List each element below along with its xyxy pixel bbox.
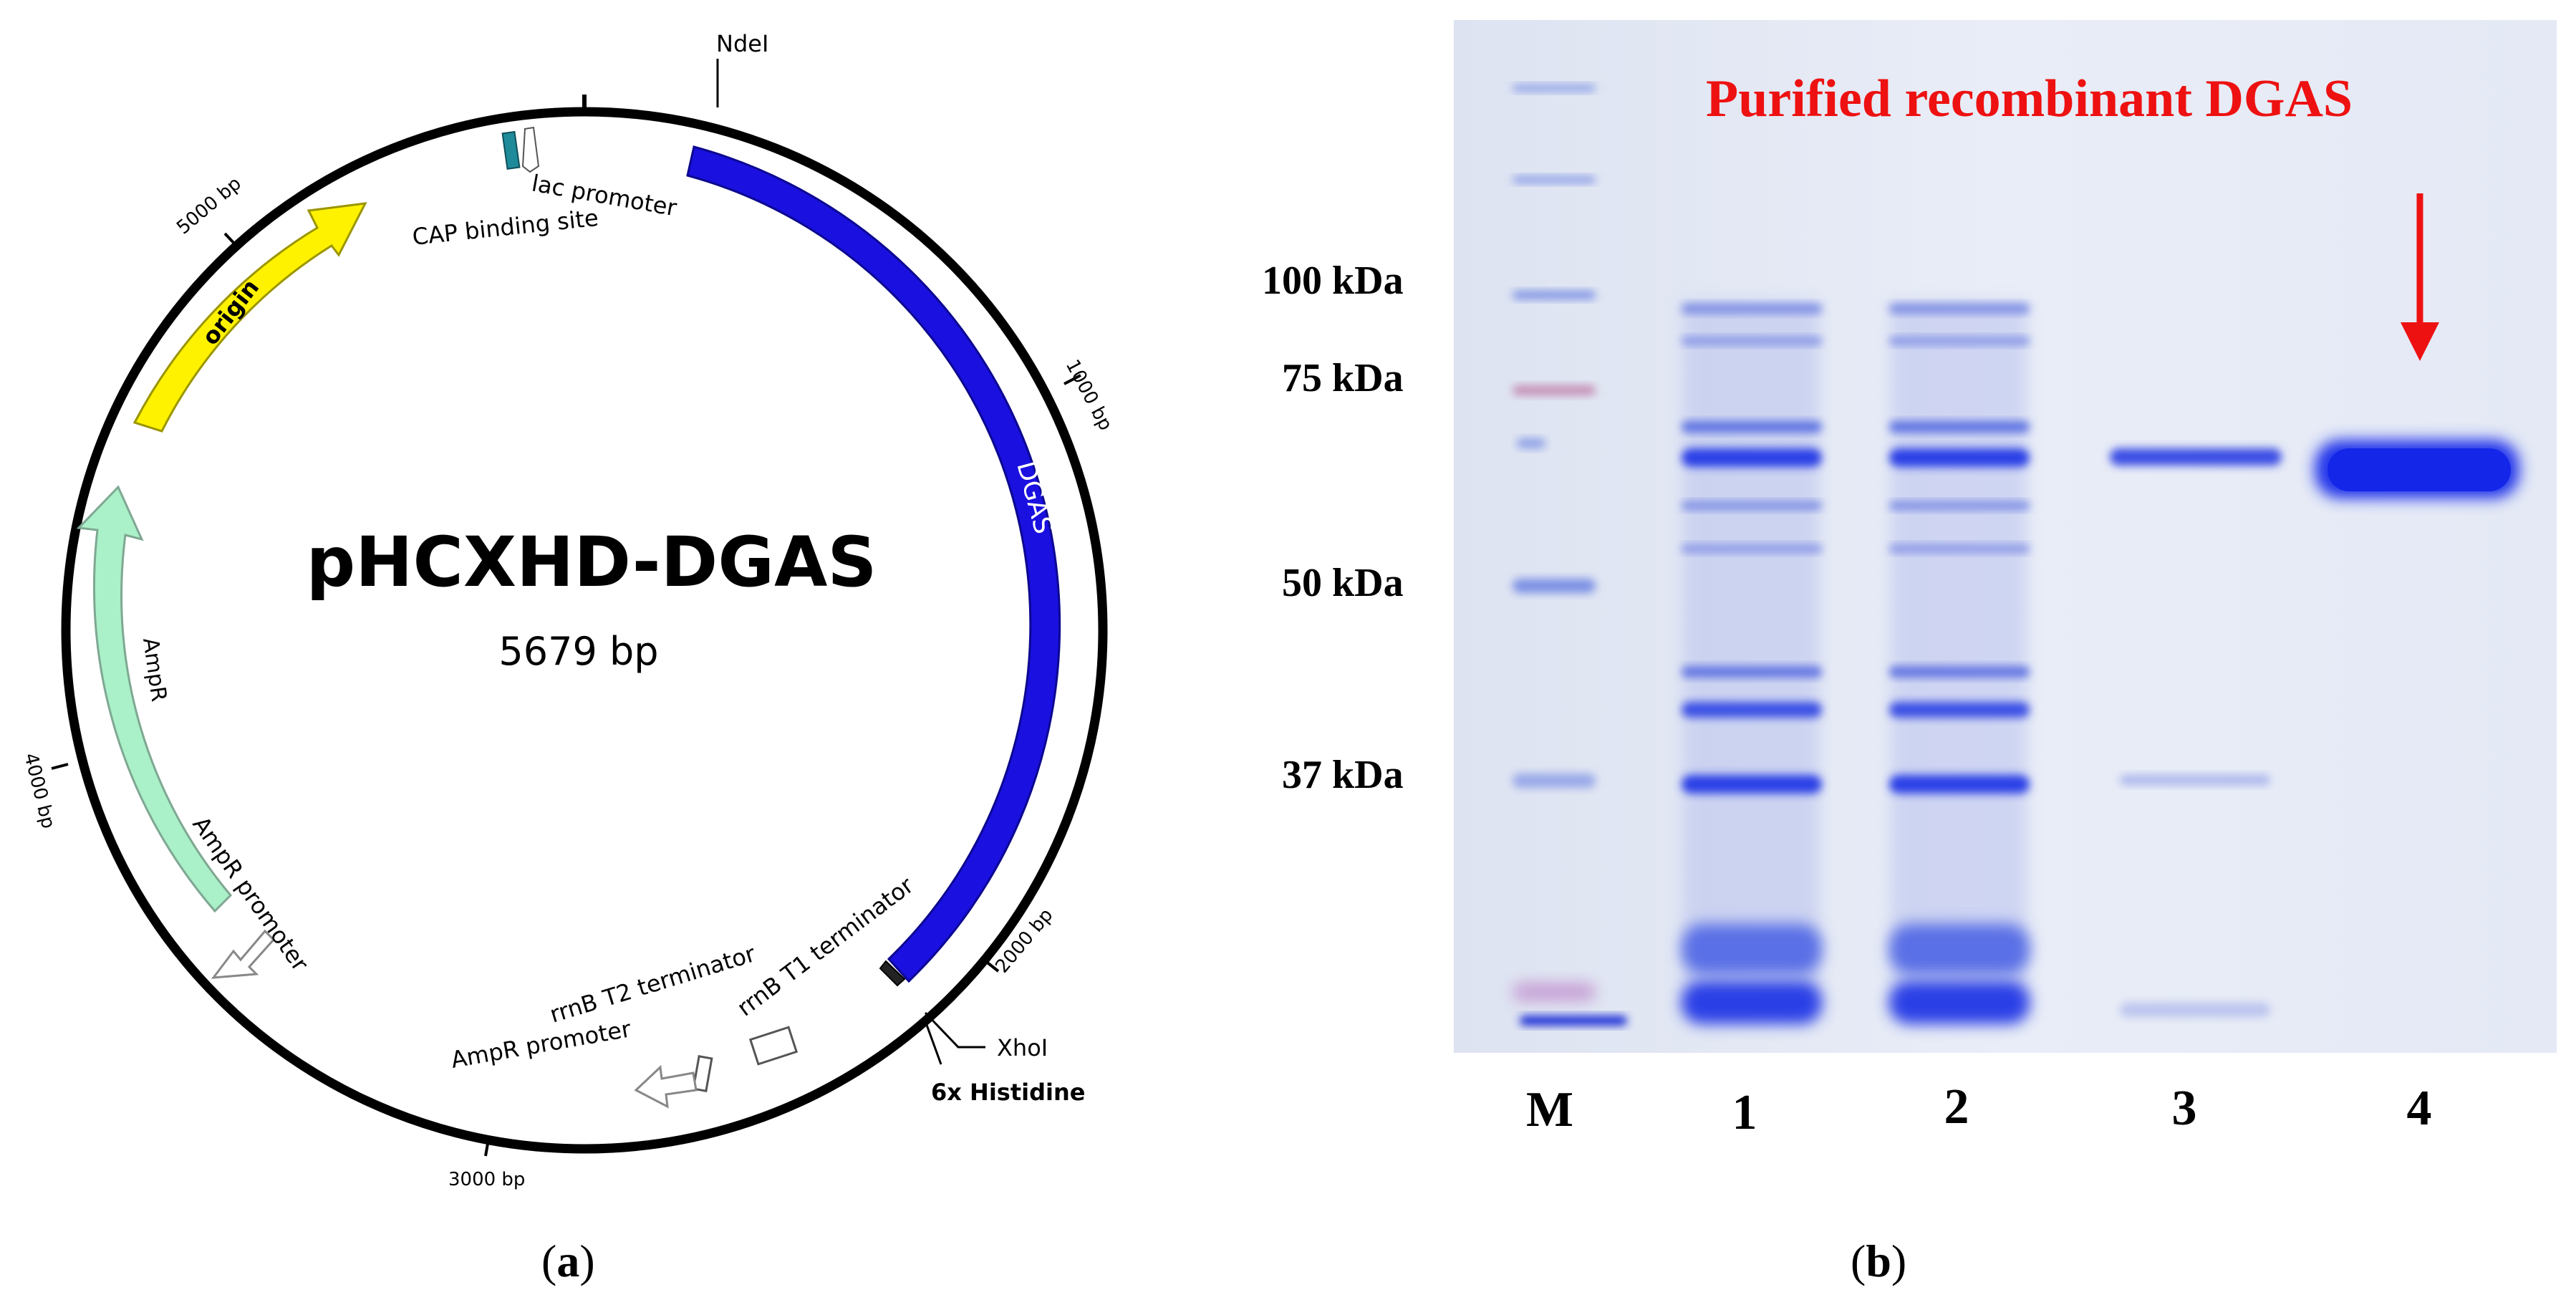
band bbox=[1682, 924, 1822, 974]
marker-band bbox=[1517, 438, 1545, 448]
band bbox=[2110, 448, 2282, 466]
tick-3000 bbox=[484, 1139, 490, 1157]
dgas-feature-arc bbox=[686, 145, 1061, 983]
marker-label-100: 100 kDa bbox=[1262, 259, 1404, 303]
band bbox=[1682, 544, 1822, 553]
band bbox=[2120, 775, 2270, 785]
panel-label-b: (b) bbox=[1851, 1235, 1906, 1286]
band bbox=[1889, 702, 2030, 718]
band bbox=[1682, 981, 1822, 1024]
lane-label-4: 4 bbox=[2407, 1081, 2432, 1136]
lane-label-3: 3 bbox=[2172, 1081, 2197, 1136]
marker-band bbox=[1513, 291, 1596, 299]
band bbox=[1889, 421, 2030, 433]
xhoi-leader bbox=[924, 1011, 985, 1049]
rrnb-t2-terminator-label: rrnB T2 terminator bbox=[546, 940, 759, 1029]
tick-4000 bbox=[51, 763, 69, 770]
plasmid-size: 5679 bp bbox=[498, 629, 658, 674]
ampr-feature-arrow bbox=[76, 485, 233, 913]
lane-1 bbox=[1682, 301, 1822, 1024]
band bbox=[1889, 775, 2030, 794]
origin-label: origin bbox=[196, 274, 264, 350]
band bbox=[1889, 666, 2030, 678]
band bbox=[1682, 448, 1822, 467]
band bbox=[1889, 304, 2030, 314]
band bbox=[1682, 501, 1822, 510]
origin-feature-arrow bbox=[132, 202, 367, 433]
band bbox=[1889, 337, 2030, 345]
xhoi-label: XhoI bbox=[997, 1034, 1048, 1061]
plasmid-name: pHCXHD-DGAS bbox=[306, 522, 877, 602]
marker-band bbox=[1513, 579, 1596, 593]
cap-binding-site-label: CAP binding site bbox=[411, 204, 599, 251]
tick-label-1000: 1000 bp bbox=[1061, 356, 1116, 434]
marker-band bbox=[1513, 176, 1596, 183]
marker-lane bbox=[1513, 85, 1627, 1026]
lane-1-smear bbox=[1683, 301, 1819, 1010]
cap-binding-site-marker bbox=[501, 130, 521, 170]
panel-label-a-letter: a bbox=[556, 1235, 579, 1286]
band bbox=[1889, 448, 2030, 467]
tick-label-3000: 3000 bp bbox=[448, 1169, 525, 1190]
ampr-promoter-label-bottom: AmpR promoter bbox=[449, 1015, 634, 1074]
red-arrow-head bbox=[2401, 322, 2439, 361]
ampr-promoter-arrow-left bbox=[211, 929, 276, 979]
marker-label-75: 75 kDa bbox=[1282, 356, 1404, 400]
ampr-label: AmpR bbox=[138, 636, 171, 703]
his-tag-marker bbox=[879, 960, 906, 987]
ampr-promoter-arrow-bottom bbox=[634, 1064, 698, 1109]
band bbox=[1682, 702, 1822, 718]
marker-label-37: 37 kDa bbox=[1282, 753, 1404, 797]
tick-1000 bbox=[1063, 374, 1081, 385]
tick-label-4000: 4000 bp bbox=[19, 751, 59, 831]
gel-title: Purified recombinant DGAS bbox=[1706, 69, 2353, 128]
his-tag-leader bbox=[922, 1016, 942, 1065]
band bbox=[1889, 501, 2030, 510]
plasmid-map: 1000 bp 2000 bp 3000 bp 4000 bp 5000 bp … bbox=[19, 30, 1116, 1286]
lane-label-m: M bbox=[1526, 1082, 1573, 1137]
tick-5000 bbox=[223, 232, 238, 247]
band bbox=[1889, 544, 2030, 553]
lac-promoter-marker bbox=[521, 126, 540, 173]
lane-label-2: 2 bbox=[1944, 1079, 1969, 1135]
band bbox=[1682, 304, 1822, 314]
band-purified-dgas-core bbox=[2327, 448, 2511, 491]
rrnb-t1-terminator-label: rrnB T1 terminator bbox=[732, 871, 919, 1021]
tick-label-5000: 5000 bp bbox=[173, 173, 246, 239]
lane-3 bbox=[2110, 448, 2282, 1017]
marker-band bbox=[1520, 1016, 1627, 1026]
band bbox=[1889, 981, 2030, 1024]
panel-label-b-letter: b bbox=[1866, 1235, 1891, 1286]
lane-4 bbox=[2315, 440, 2519, 498]
tick-2000 bbox=[983, 959, 1000, 973]
band bbox=[1682, 775, 1822, 794]
rrnb-t1-terminator-marker bbox=[748, 1026, 799, 1066]
marker-band bbox=[1513, 85, 1596, 92]
ndei-label: NdeI bbox=[716, 30, 768, 57]
band bbox=[1682, 337, 1822, 345]
band bbox=[1682, 666, 1822, 678]
marker-band bbox=[1513, 774, 1596, 788]
lane-2-smear bbox=[1891, 301, 2027, 1010]
band bbox=[1889, 924, 2030, 974]
band bbox=[2120, 1003, 2270, 1017]
band bbox=[1682, 421, 1822, 433]
marker-band bbox=[1513, 983, 1596, 1001]
marker-band bbox=[1513, 385, 1596, 395]
panel-label-a: (a) bbox=[541, 1235, 595, 1286]
his-tag-label: 6x Histidine bbox=[931, 1079, 1085, 1106]
lane-2 bbox=[1889, 301, 2030, 1024]
gel-panel: Purified recombinant DGAS 100 kDa 75 kDa… bbox=[1262, 20, 2557, 1286]
rrnb-t2-terminator-marker bbox=[692, 1055, 713, 1092]
marker-label-50: 50 kDa bbox=[1282, 561, 1404, 605]
lane-label-1: 1 bbox=[1732, 1085, 1757, 1140]
